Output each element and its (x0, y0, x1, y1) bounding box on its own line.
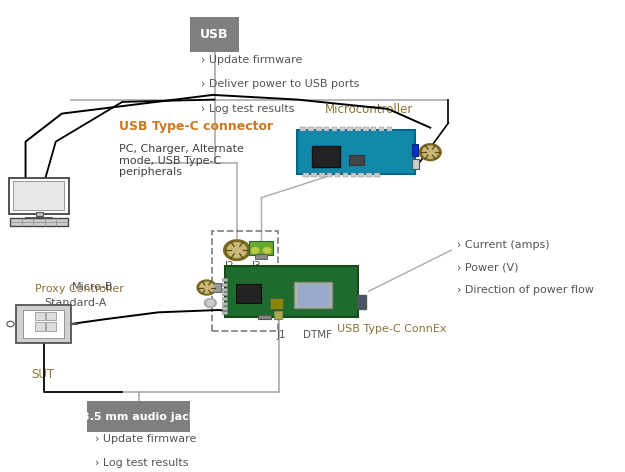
Bar (274, 311, 282, 320)
Text: › Deliver power to USB ports: › Deliver power to USB ports (201, 79, 359, 90)
Bar (222, 306, 227, 310)
Text: J6: J6 (241, 284, 250, 294)
Bar (222, 278, 227, 281)
Text: › Log test results: › Log test results (95, 458, 189, 468)
Text: SUT: SUT (31, 369, 54, 381)
Bar (316, 127, 321, 131)
Bar (348, 127, 353, 131)
Text: J4: J4 (241, 299, 250, 309)
Text: Micro-B: Micro-B (72, 282, 113, 292)
Text: Proxy Controller: Proxy Controller (34, 284, 124, 294)
Bar (225, 266, 358, 317)
Bar (222, 283, 227, 286)
Bar (222, 297, 227, 300)
Text: PC, Charger, Alternate
mode, USB Type-C
peripherals: PC, Charger, Alternate mode, USB Type-C … (119, 144, 244, 177)
Text: › Update firmware: › Update firmware (201, 55, 302, 65)
Text: › Direction of power flow: › Direction of power flow (458, 285, 594, 295)
Bar (332, 127, 338, 131)
Bar (312, 146, 339, 168)
Bar (16, 305, 71, 343)
Circle shape (264, 248, 271, 253)
Bar (356, 127, 361, 131)
Text: › Log test results: › Log test results (201, 104, 294, 114)
Text: › Current (amps): › Current (amps) (458, 240, 550, 250)
Text: Microcontroller: Microcontroller (324, 103, 413, 116)
Bar (324, 127, 329, 131)
Circle shape (224, 240, 250, 261)
Bar (311, 173, 317, 177)
Bar (319, 173, 324, 177)
Text: USB Type-C connector: USB Type-C connector (119, 120, 273, 133)
Bar (222, 302, 227, 305)
Bar (358, 173, 364, 177)
Bar (222, 292, 227, 295)
Circle shape (197, 280, 216, 295)
Bar (335, 173, 340, 177)
Bar (46, 312, 56, 320)
Bar (270, 298, 284, 309)
Bar (23, 310, 64, 338)
Bar (46, 322, 56, 330)
Bar (35, 322, 45, 330)
Bar (301, 127, 306, 131)
Bar (339, 127, 345, 131)
Bar (363, 127, 369, 131)
Circle shape (200, 282, 214, 293)
Bar (10, 218, 68, 226)
Text: 3.5 mm audio jack: 3.5 mm audio jack (82, 412, 196, 421)
Bar (258, 315, 271, 320)
Bar (9, 177, 69, 214)
Bar (236, 284, 261, 303)
Text: J2: J2 (225, 261, 234, 271)
Bar (212, 283, 221, 292)
Bar (351, 173, 356, 177)
Bar (366, 173, 372, 177)
Bar (14, 181, 64, 211)
Text: › Power (V): › Power (V) (458, 262, 519, 272)
Bar (379, 127, 384, 131)
Bar (356, 295, 366, 309)
Circle shape (228, 243, 246, 258)
Bar (303, 173, 309, 177)
Bar (35, 312, 45, 320)
Bar (374, 173, 379, 177)
Bar (297, 284, 329, 306)
Bar (36, 212, 43, 216)
Text: Standard-A: Standard-A (45, 298, 107, 308)
FancyBboxPatch shape (87, 401, 191, 432)
Text: USB: USB (200, 28, 229, 41)
Bar (342, 173, 348, 177)
Bar (222, 287, 227, 291)
Text: J1: J1 (277, 329, 286, 340)
Bar (387, 127, 392, 131)
Circle shape (204, 298, 216, 308)
Bar (327, 173, 332, 177)
Circle shape (251, 248, 259, 253)
Text: › Update firmware: › Update firmware (95, 434, 196, 444)
Circle shape (419, 144, 441, 160)
Text: USB Type-C ConnEx: USB Type-C ConnEx (337, 324, 446, 334)
Circle shape (207, 300, 214, 306)
Bar (298, 130, 415, 174)
Bar (249, 241, 273, 255)
Text: DTMF: DTMF (303, 329, 332, 340)
Bar (212, 230, 278, 331)
FancyBboxPatch shape (190, 17, 239, 52)
Bar (294, 282, 332, 308)
Bar (255, 254, 267, 259)
Bar (308, 127, 314, 131)
Bar (371, 127, 376, 131)
Bar (349, 155, 364, 165)
Circle shape (422, 146, 438, 158)
Bar (412, 144, 418, 156)
Bar (222, 311, 227, 314)
Bar (412, 160, 419, 169)
Text: J3: J3 (251, 261, 261, 271)
